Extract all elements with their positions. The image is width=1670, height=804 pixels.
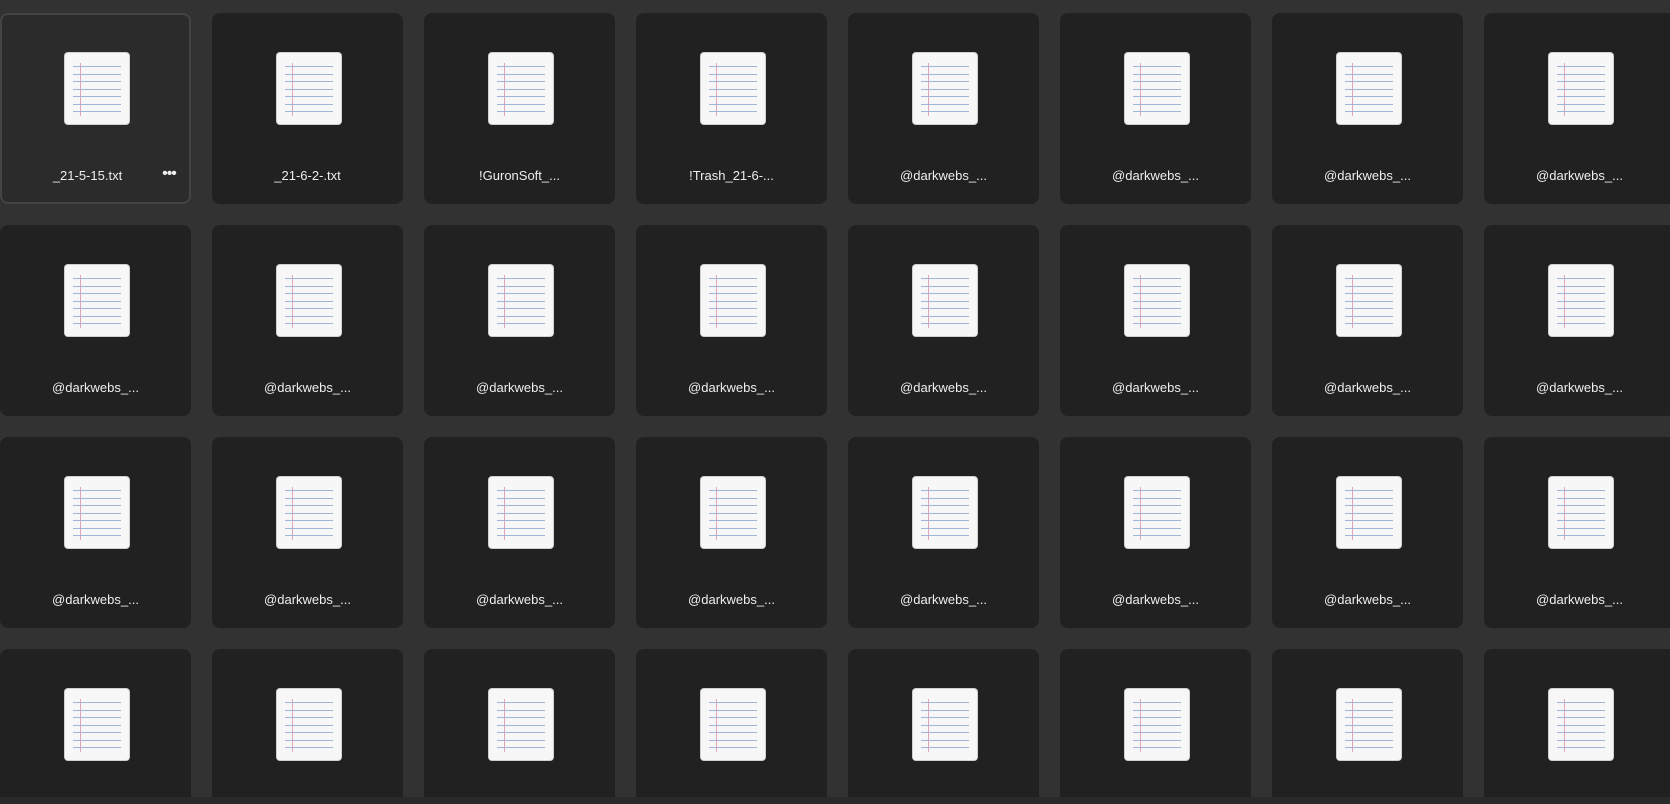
text-file-icon [913, 477, 977, 548]
file-tile[interactable] [0, 649, 191, 804]
text-file-icon [1337, 265, 1401, 336]
text-file-icon [1337, 53, 1401, 124]
text-file-icon [489, 689, 553, 760]
file-name-label: @darkwebs_... [1536, 592, 1623, 607]
file-tile[interactable] [1484, 649, 1670, 804]
file-name-label: @darkwebs_... [688, 380, 775, 395]
file-name-label: @darkwebs_... [476, 380, 563, 395]
file-tile[interactable] [212, 649, 403, 804]
file-tile[interactable]: @darkwebs_... [1060, 437, 1251, 628]
text-file-icon [489, 53, 553, 124]
file-tile[interactable] [424, 649, 615, 804]
file-tile[interactable]: !Trash_21-6-... [636, 13, 827, 204]
text-file-icon [1337, 477, 1401, 548]
file-tile[interactable]: @darkwebs_... [848, 225, 1039, 416]
file-tile[interactable]: @darkwebs_... [1484, 13, 1670, 204]
file-name-label: @darkwebs_... [1324, 168, 1411, 183]
text-file-icon [277, 477, 341, 548]
file-tile[interactable] [1060, 649, 1251, 804]
file-tile[interactable]: @darkwebs_... [1484, 225, 1670, 416]
file-name-label: @darkwebs_... [1112, 592, 1199, 607]
file-tile[interactable]: @darkwebs_... [636, 225, 827, 416]
text-file-icon [489, 265, 553, 336]
more-options-icon[interactable]: ••• [162, 165, 177, 182]
text-file-icon [1549, 53, 1613, 124]
file-name-label: @darkwebs_... [1536, 168, 1623, 183]
text-file-icon [489, 477, 553, 548]
text-file-icon [65, 53, 129, 124]
text-file-icon [701, 689, 765, 760]
text-file-icon [701, 53, 765, 124]
file-tile[interactable]: _21-5-15.txt ••• [0, 13, 191, 204]
file-tile[interactable]: @darkwebs_... [1272, 437, 1463, 628]
file-name-label: @darkwebs_... [52, 592, 139, 607]
file-name-label: @darkwebs_... [1536, 380, 1623, 395]
file-tile[interactable]: @darkwebs_... [424, 225, 615, 416]
file-name-label: !Trash_21-6-... [689, 168, 774, 183]
file-tile[interactable]: _21-6-2-.txt [212, 13, 403, 204]
text-file-icon [1125, 689, 1189, 760]
text-file-icon [1549, 477, 1613, 548]
file-tile[interactable]: @darkwebs_... [424, 437, 615, 628]
file-tile[interactable]: @darkwebs_... [1272, 13, 1463, 204]
file-tile[interactable] [848, 649, 1039, 804]
text-file-icon [277, 53, 341, 124]
file-name-label: @darkwebs_... [52, 380, 139, 395]
file-name-label: @darkwebs_... [264, 380, 351, 395]
text-file-icon [65, 689, 129, 760]
file-tile[interactable]: !GuronSoft_... [424, 13, 615, 204]
file-name-label: @darkwebs_... [900, 380, 987, 395]
text-file-icon [913, 689, 977, 760]
file-tile[interactable]: @darkwebs_... [636, 437, 827, 628]
file-tile[interactable]: @darkwebs_... [1484, 437, 1670, 628]
text-file-icon [65, 265, 129, 336]
file-tile[interactable] [1272, 649, 1463, 804]
text-file-icon [701, 265, 765, 336]
file-tile[interactable]: @darkwebs_... [1060, 13, 1251, 204]
text-file-icon [277, 265, 341, 336]
text-file-icon [1337, 689, 1401, 760]
file-name-label: !GuronSoft_... [479, 168, 560, 183]
file-tile[interactable]: @darkwebs_... [212, 225, 403, 416]
file-name-label: _21-5-15.txt [52, 168, 123, 183]
text-file-icon [277, 689, 341, 760]
text-file-icon [65, 477, 129, 548]
file-name-label: @darkwebs_... [264, 592, 351, 607]
file-tile[interactable]: @darkwebs_... [212, 437, 403, 628]
file-tile[interactable]: @darkwebs_... [1272, 225, 1463, 416]
text-file-icon [1549, 265, 1613, 336]
text-file-icon [913, 265, 977, 336]
file-tile[interactable]: @darkwebs_... [1060, 225, 1251, 416]
text-file-icon [1125, 265, 1189, 336]
file-tile[interactable]: @darkwebs_... [0, 225, 191, 416]
file-name-label: @darkwebs_... [900, 592, 987, 607]
file-name-label: @darkwebs_... [476, 592, 563, 607]
file-name-label: @darkwebs_... [900, 168, 987, 183]
text-file-icon [1549, 689, 1613, 760]
file-name-label: @darkwebs_... [1112, 380, 1199, 395]
file-name-label: @darkwebs_... [1324, 380, 1411, 395]
text-file-icon [1125, 53, 1189, 124]
file-name-label: _21-6-2-.txt [274, 168, 341, 183]
text-file-icon [913, 53, 977, 124]
bottom-edge [0, 797, 1670, 804]
file-name-label: @darkwebs_... [1112, 168, 1199, 183]
file-name-label: @darkwebs_... [688, 592, 775, 607]
text-file-icon [1125, 477, 1189, 548]
file-tile[interactable]: @darkwebs_... [848, 437, 1039, 628]
file-tile[interactable]: @darkwebs_... [0, 437, 191, 628]
file-tile[interactable] [636, 649, 827, 804]
file-name-label: @darkwebs_... [1324, 592, 1411, 607]
file-tile[interactable]: @darkwebs_... [848, 13, 1039, 204]
text-file-icon [701, 477, 765, 548]
